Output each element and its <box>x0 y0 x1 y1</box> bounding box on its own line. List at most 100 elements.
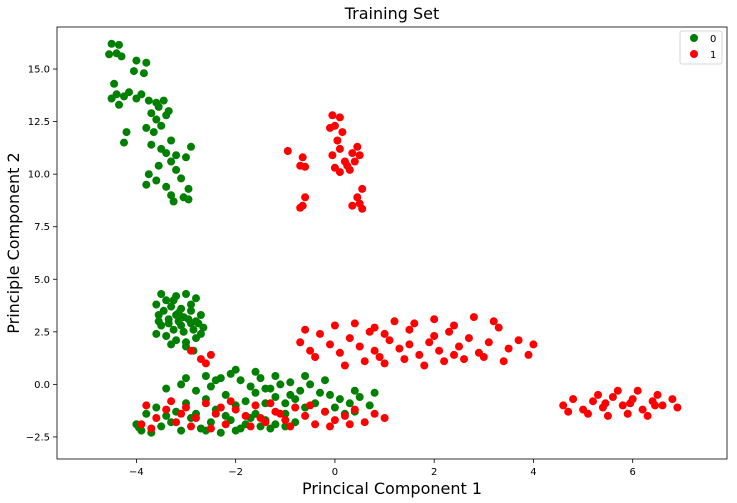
point-series-1-76 <box>380 329 389 338</box>
legend-marker-1 <box>690 50 698 58</box>
point-series-1-114 <box>326 422 334 431</box>
point-series-0-59 <box>196 311 205 319</box>
point-series-0-6 <box>142 58 151 67</box>
y-tick-label: 12.5 <box>28 117 50 128</box>
point-series-1-8 <box>335 113 344 122</box>
point-series-0-8 <box>139 69 148 78</box>
point-series-0-2 <box>105 50 114 59</box>
point-series-0-107 <box>192 386 200 395</box>
point-series-0-115 <box>276 380 285 389</box>
point-series-0-40 <box>177 174 186 183</box>
point-series-0-55 <box>152 300 161 309</box>
point-series-1-1 <box>298 153 307 162</box>
point-series-0-33 <box>182 153 190 162</box>
point-series-0-46 <box>144 170 153 179</box>
legend-label-1: 1 <box>710 50 716 61</box>
point-series-0-87 <box>179 313 188 322</box>
point-series-1-115 <box>345 420 354 429</box>
y-tick-label: 0.0 <box>34 380 50 391</box>
point-series-1-135 <box>668 395 677 404</box>
point-series-1-62 <box>489 317 498 326</box>
point-series-1-69 <box>311 353 320 361</box>
point-series-1-89 <box>241 411 250 420</box>
point-series-1-73 <box>301 325 310 334</box>
point-series-1-48 <box>484 338 493 347</box>
point-series-0-58 <box>187 306 195 315</box>
point-series-1-102 <box>370 409 379 418</box>
point-series-1-68 <box>360 357 369 366</box>
point-series-1-94 <box>291 403 300 412</box>
point-series-1-35 <box>355 342 364 351</box>
point-series-1-29 <box>296 338 305 347</box>
y-tick-label: 5.0 <box>34 275 50 286</box>
point-series-1-70 <box>340 361 349 370</box>
point-series-1-113 <box>306 401 315 410</box>
point-series-1-55 <box>350 319 359 328</box>
point-series-0-41 <box>184 184 193 193</box>
point-series-1-54 <box>330 321 339 330</box>
point-series-1-19 <box>348 149 357 158</box>
point-series-1-34 <box>345 334 354 343</box>
point-series-1-93 <box>281 416 290 425</box>
point-series-1-140 <box>643 411 652 420</box>
point-series-0-89 <box>172 311 181 319</box>
point-series-1-51 <box>514 336 523 345</box>
y-tick-label: 10.0 <box>28 170 50 181</box>
point-series-0-81 <box>169 296 178 305</box>
y-axis-ticks: −2.5 0.0 2.5 5.0 7.5 10.0 12.5 15.0 <box>26 65 57 443</box>
point-series-0-39 <box>172 165 181 174</box>
point-series-0-168 <box>261 384 270 393</box>
point-series-1-137 <box>584 409 592 418</box>
point-series-0-44 <box>142 180 151 189</box>
point-series-0-106 <box>177 380 186 389</box>
point-series-1-33 <box>335 348 344 357</box>
point-series-1-100 <box>350 405 359 414</box>
point-series-1-5 <box>301 193 310 202</box>
point-series-0-124 <box>365 401 374 410</box>
point-series-0-147 <box>221 411 230 420</box>
point-series-1-12 <box>333 136 342 145</box>
point-series-1-63 <box>380 359 389 368</box>
point-series-1-3 <box>301 162 310 171</box>
point-series-1-10 <box>326 123 334 132</box>
point-series-1-138 <box>603 411 612 420</box>
point-series-0-34 <box>187 142 195 151</box>
point-series-1-99 <box>340 411 349 420</box>
data-points <box>105 39 682 437</box>
point-series-1-122 <box>216 403 225 412</box>
point-series-1-88 <box>231 405 240 414</box>
point-series-1-86 <box>211 409 220 418</box>
point-series-0-70 <box>162 332 171 340</box>
point-series-1-110 <box>246 422 255 431</box>
point-series-0-28 <box>149 128 158 137</box>
x-axis-ticks: −4 −2 0 2 4 6 <box>129 459 636 478</box>
point-series-1-141 <box>594 390 602 399</box>
point-series-1-49 <box>494 323 503 332</box>
point-series-1-96 <box>311 420 320 429</box>
point-series-0-112 <box>246 382 255 391</box>
point-series-1-85 <box>201 399 210 408</box>
point-series-0-162 <box>251 367 260 376</box>
legend-marker-0 <box>690 34 698 42</box>
point-series-0-108 <box>206 382 215 391</box>
point-series-0-49 <box>184 195 193 204</box>
point-series-1-103 <box>380 414 389 422</box>
point-series-0-78 <box>159 306 168 315</box>
point-series-1-42 <box>425 338 434 347</box>
point-series-1-81 <box>162 405 171 414</box>
point-series-1-56 <box>370 323 379 332</box>
point-series-0-86 <box>164 319 173 328</box>
x-tick-label: 4 <box>530 467 536 478</box>
point-series-1-147 <box>601 399 610 408</box>
point-series-0-7 <box>129 67 138 76</box>
point-series-1-144 <box>653 390 662 399</box>
point-series-0-4 <box>117 52 126 61</box>
point-series-0-5 <box>132 56 141 65</box>
point-series-0-121 <box>335 395 344 404</box>
point-series-1-11 <box>338 128 347 137</box>
legend: 0 1 <box>679 30 723 65</box>
point-series-0-120 <box>326 390 334 399</box>
point-series-0-24 <box>157 121 166 130</box>
point-series-1-105 <box>147 424 156 433</box>
point-series-1-97 <box>321 407 329 416</box>
